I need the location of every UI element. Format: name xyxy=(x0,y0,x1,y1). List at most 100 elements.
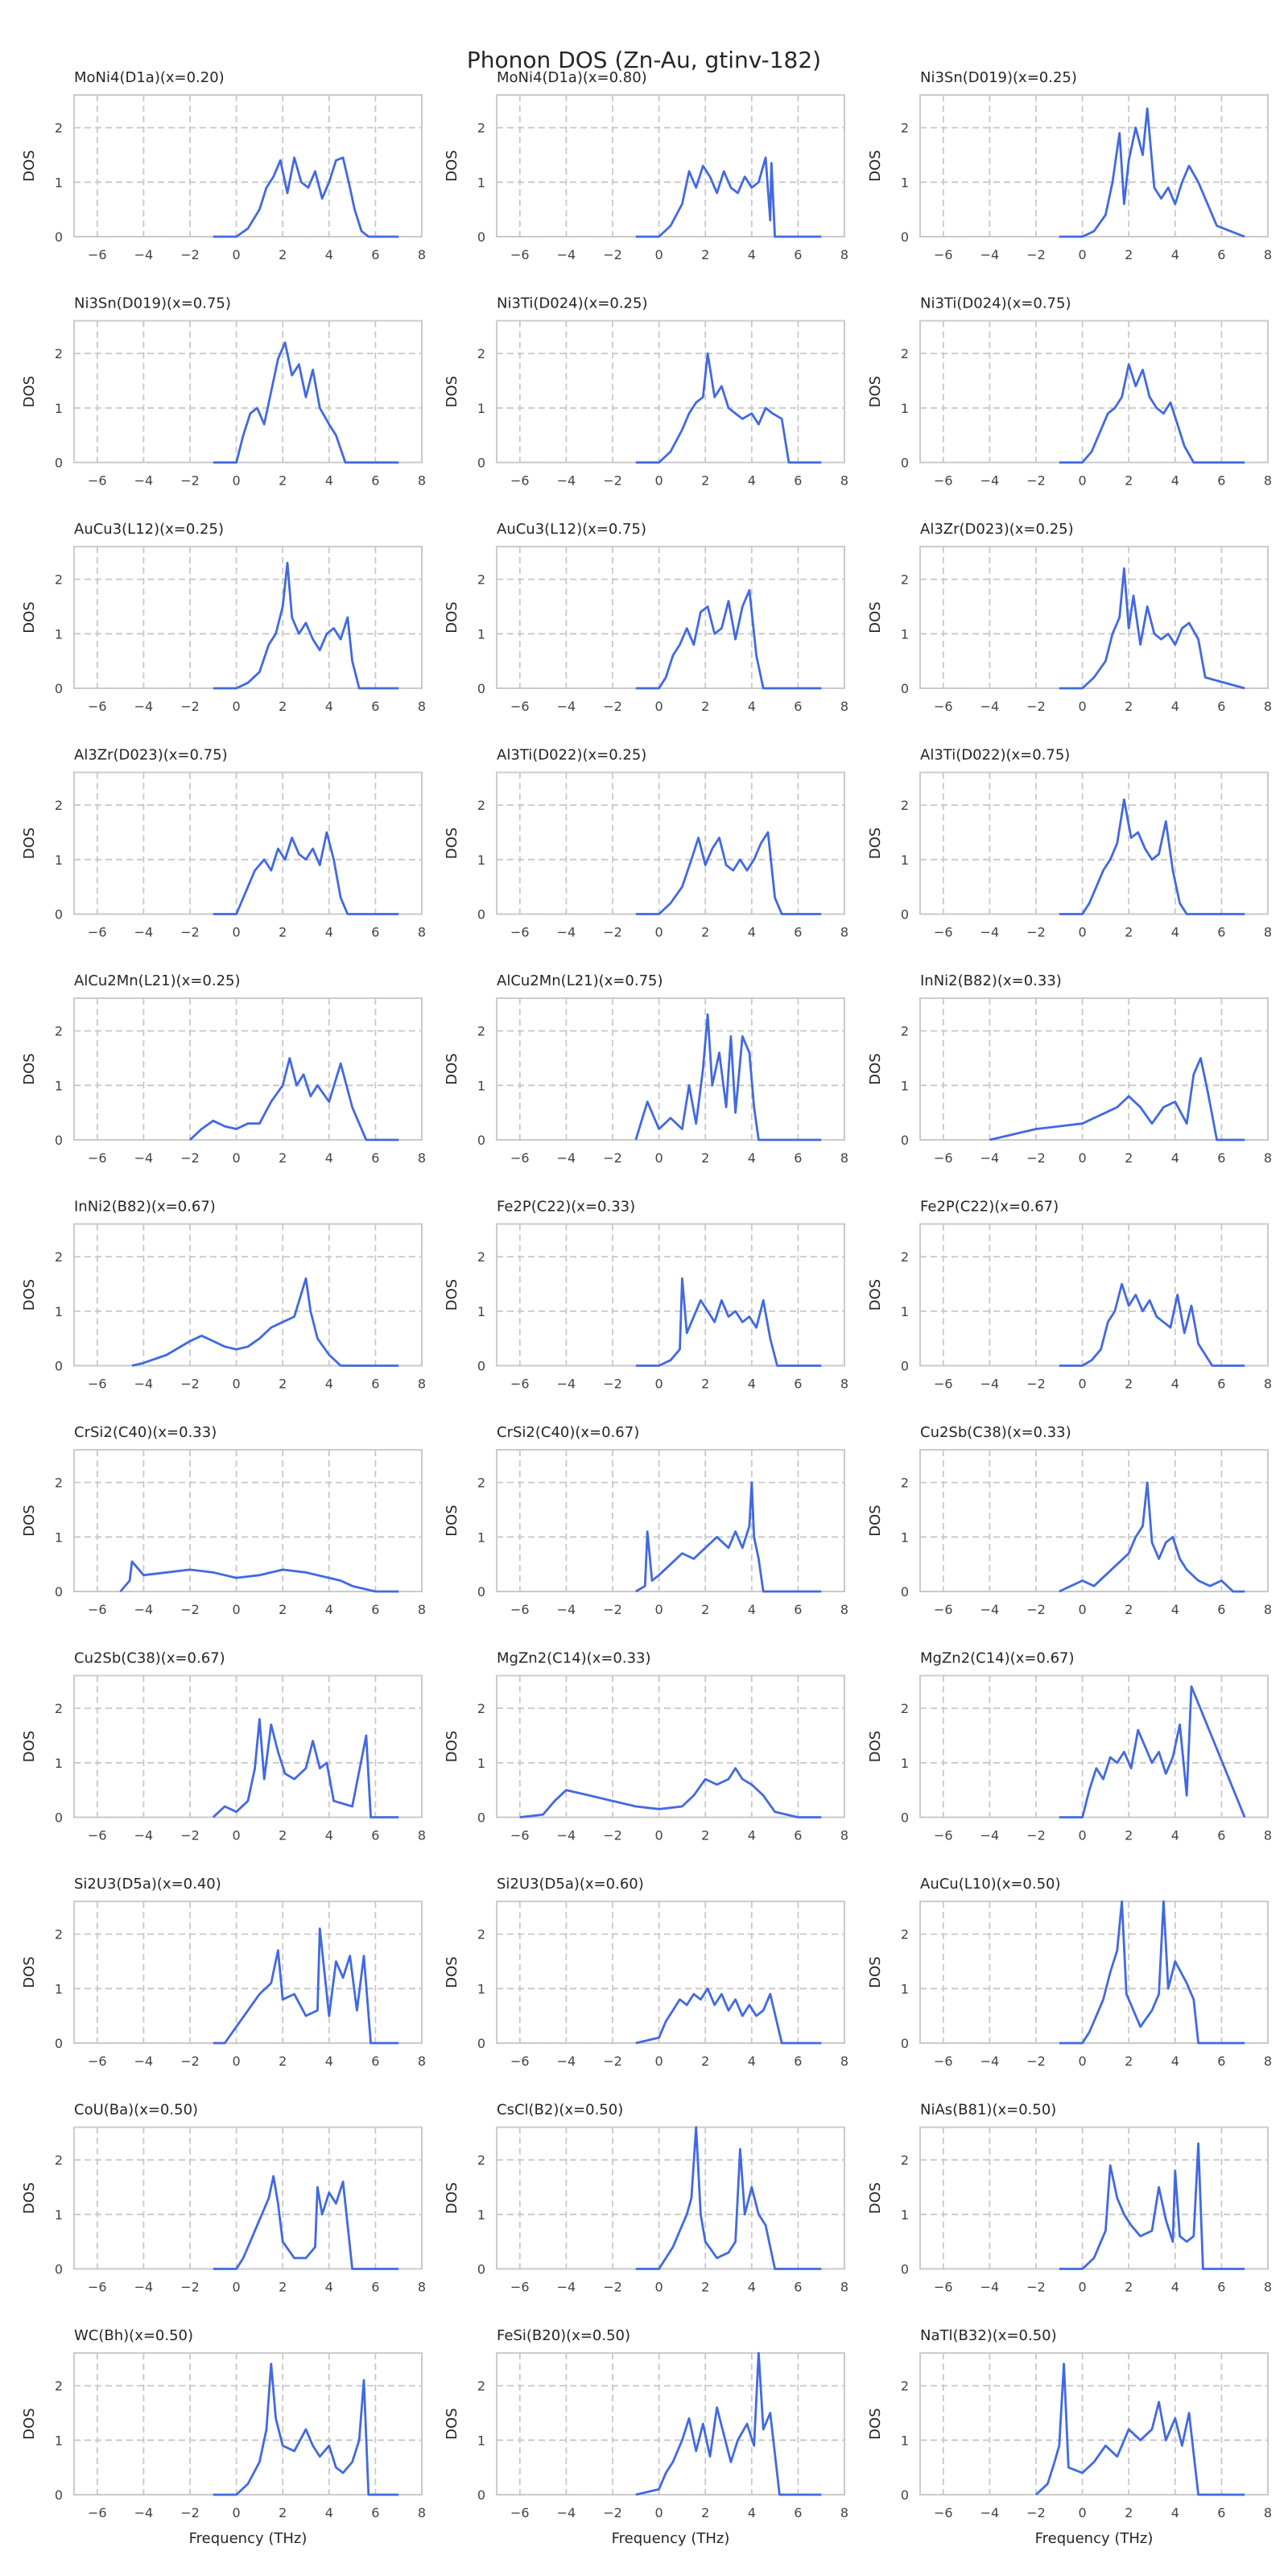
plot-frame xyxy=(919,320,1269,464)
y-tick-label: 0 xyxy=(55,229,63,245)
y-tick-label: 2 xyxy=(901,346,909,361)
x-tick-label: −6 xyxy=(510,473,530,489)
dos-series-line xyxy=(119,1560,399,1593)
y-tick-label: 0 xyxy=(477,2487,485,2503)
plot-frame xyxy=(73,2352,423,2496)
panel-title: Ni3Ti(D024)(x=0.75) xyxy=(920,295,1071,312)
x-tick-label: 4 xyxy=(748,1602,756,1617)
x-tick-label: 0 xyxy=(1079,1377,1087,1392)
x-tick-label: 4 xyxy=(1171,1377,1179,1392)
y-axis-label: DOS xyxy=(21,1505,38,1536)
x-tick-label: 2 xyxy=(701,1602,709,1617)
panel-title: AlCu2Mn(L21)(x=0.75) xyxy=(497,972,663,989)
y-tick-label: 2 xyxy=(901,2379,909,2394)
y-tick-label: 2 xyxy=(55,1927,63,1942)
x-tick-label: −6 xyxy=(934,1150,953,1166)
x-tick-label: −2 xyxy=(1026,1602,1046,1617)
y-tick-label: 1 xyxy=(901,852,909,868)
x-tick-label: 4 xyxy=(325,247,333,262)
y-tick-label: 0 xyxy=(55,1584,63,1600)
x-tick-label: 0 xyxy=(655,1828,663,1843)
y-tick-label: 2 xyxy=(477,121,485,136)
plot-frame xyxy=(496,997,845,1141)
x-tick-label: 6 xyxy=(371,1377,379,1392)
panel-title: Fe2P(C22)(x=0.33) xyxy=(497,1199,635,1216)
plot-frame xyxy=(919,1223,1269,1367)
x-tick-label: −2 xyxy=(180,1150,200,1166)
x-tick-label: 2 xyxy=(1125,699,1133,714)
y-tick-label: 0 xyxy=(55,1359,63,1374)
dos-series-line xyxy=(131,1277,399,1367)
x-tick-label: 0 xyxy=(655,925,663,940)
plot-frame xyxy=(73,1223,423,1367)
x-tick-label: 8 xyxy=(840,1828,848,1843)
x-tick-label: 2 xyxy=(279,247,287,262)
x-tick-label: −6 xyxy=(510,1150,530,1166)
x-tick-label: 0 xyxy=(1079,1828,1087,1843)
x-tick-label: 4 xyxy=(748,473,756,489)
x-tick-label: −4 xyxy=(980,1150,1000,1166)
y-tick-label: 1 xyxy=(55,1530,63,1545)
y-tick-label: 2 xyxy=(901,572,909,588)
y-tick-label: 1 xyxy=(901,2207,909,2223)
x-tick-label: −6 xyxy=(88,2505,107,2520)
y-tick-label: 2 xyxy=(55,346,63,361)
x-tick-label: −4 xyxy=(980,1377,1000,1392)
x-tick-label: 0 xyxy=(1079,2505,1087,2520)
plot-frame xyxy=(496,2126,845,2270)
x-tick-label: −2 xyxy=(180,2280,200,2295)
plot-frame xyxy=(73,94,423,237)
x-tick-label: −4 xyxy=(134,473,154,489)
panel-title: Cu2Sb(C38)(x=0.33) xyxy=(920,1424,1071,1441)
y-axis-label: DOS xyxy=(21,1731,38,1762)
plot-frame xyxy=(919,2352,1269,2496)
x-tick-label: 4 xyxy=(1171,1150,1179,1166)
x-tick-label: 8 xyxy=(418,2054,426,2069)
x-tick-label: 8 xyxy=(840,1150,848,1166)
x-tick-label: −6 xyxy=(510,2505,530,2520)
x-tick-label: 8 xyxy=(418,1828,426,1843)
x-tick-label: −4 xyxy=(980,247,1000,262)
x-tick-label: 0 xyxy=(1079,2280,1087,2295)
y-tick-label: 2 xyxy=(55,2153,63,2168)
x-tick-label: −4 xyxy=(134,1150,154,1166)
x-tick-label: 8 xyxy=(840,2505,848,2520)
y-tick-label: 0 xyxy=(901,1133,909,1148)
y-tick-label: 1 xyxy=(55,852,63,868)
x-tick-label: 0 xyxy=(233,1377,241,1392)
y-tick-label: 0 xyxy=(901,2262,909,2277)
panel-title: AlCu2Mn(L21)(x=0.25) xyxy=(74,972,241,989)
x-tick-label: 0 xyxy=(655,699,663,714)
x-tick-label: 6 xyxy=(794,1377,802,1392)
y-tick-label: 0 xyxy=(901,456,909,471)
plot-frame xyxy=(919,1674,1269,1818)
y-tick-label: 1 xyxy=(55,1981,63,1996)
y-tick-label: 0 xyxy=(55,2487,63,2503)
x-tick-label: −2 xyxy=(180,2054,200,2069)
y-axis-label: DOS xyxy=(21,150,38,181)
x-tick-label: 8 xyxy=(1264,1150,1272,1166)
x-tick-label: −6 xyxy=(934,1602,953,1617)
x-tick-label: 4 xyxy=(748,2280,756,2295)
x-tick-label: 8 xyxy=(418,473,426,489)
x-tick-label: −4 xyxy=(980,925,1000,940)
x-tick-label: −6 xyxy=(510,1602,530,1617)
x-tick-label: 8 xyxy=(840,925,848,940)
x-tick-label: 0 xyxy=(233,925,241,940)
y-tick-label: 1 xyxy=(901,2433,909,2448)
x-tick-label: 6 xyxy=(1217,1150,1225,1166)
panel-title: Al3Zr(D023)(x=0.25) xyxy=(920,521,1074,538)
x-tick-label: 8 xyxy=(418,2505,426,2520)
plot-frame xyxy=(496,1449,845,1592)
y-tick-label: 0 xyxy=(901,2036,909,2051)
x-tick-label: −6 xyxy=(88,247,107,262)
x-tick-label: 8 xyxy=(1264,1377,1272,1392)
x-tick-label: 6 xyxy=(371,1150,379,1166)
y-tick-label: 1 xyxy=(477,1530,485,1545)
x-tick-label: 2 xyxy=(701,2505,709,2520)
x-tick-label: 6 xyxy=(371,247,379,262)
x-tick-label: −4 xyxy=(980,2280,1000,2295)
x-tick-label: 8 xyxy=(418,1150,426,1166)
y-axis-label: DOS xyxy=(867,828,884,859)
x-tick-label: 4 xyxy=(325,2505,333,2520)
